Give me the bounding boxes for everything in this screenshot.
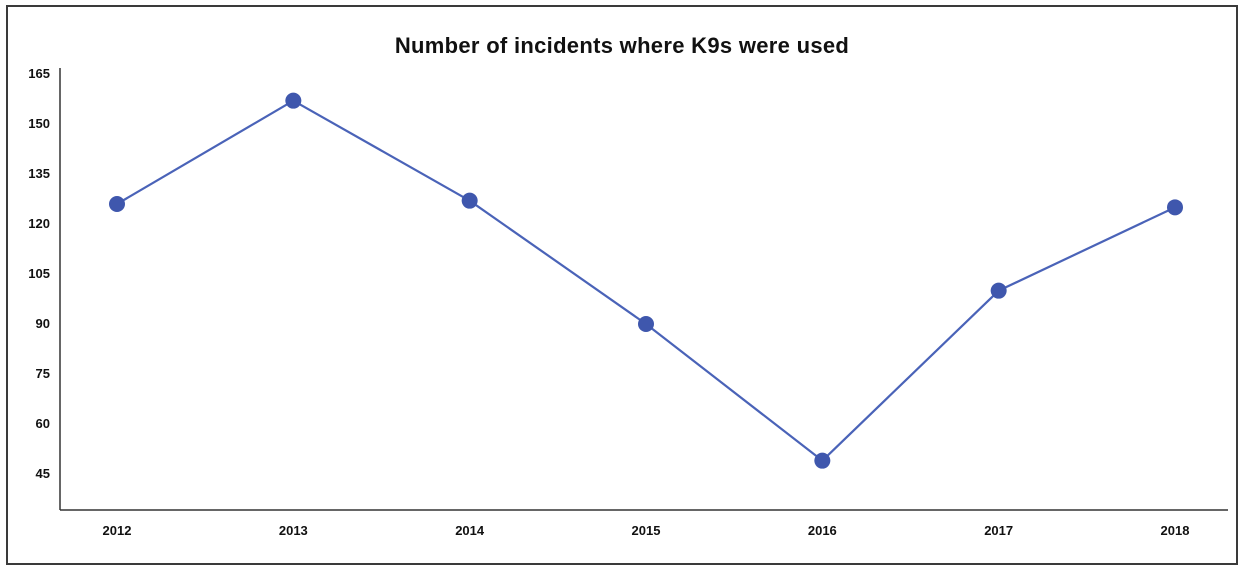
x-tick-label: 2012 bbox=[103, 523, 132, 538]
x-tick-label: 2017 bbox=[984, 523, 1013, 538]
x-tick-label: 2018 bbox=[1161, 523, 1190, 538]
y-tick-label: 120 bbox=[28, 216, 50, 231]
data-point bbox=[990, 282, 1007, 299]
y-tick-label: 165 bbox=[28, 66, 50, 81]
y-tick-label: 75 bbox=[36, 366, 50, 381]
data-point bbox=[109, 196, 125, 212]
chart-title: Number of incidents where K9s were used bbox=[394, 33, 850, 58]
y-tick-label: 90 bbox=[36, 316, 50, 331]
y-tick-label: 150 bbox=[28, 116, 50, 131]
data-point bbox=[1167, 199, 1183, 216]
data-point bbox=[461, 192, 478, 209]
x-tick-label: 2014 bbox=[455, 523, 485, 538]
y-tick-label: 135 bbox=[28, 166, 50, 181]
y-tick-label: 45 bbox=[36, 466, 50, 481]
x-tick-label: 2015 bbox=[632, 523, 661, 538]
y-tick-label: 105 bbox=[28, 266, 50, 281]
y-tick-label: 60 bbox=[36, 416, 50, 431]
chart-frame: Number of incidents where K9s were used bbox=[6, 5, 1238, 565]
data-point bbox=[285, 92, 302, 109]
data-point bbox=[638, 316, 654, 332]
x-tick-label: 2013 bbox=[279, 523, 308, 538]
data-point bbox=[814, 452, 831, 469]
series-line bbox=[116, 99, 1176, 462]
x-tick-label: 2016 bbox=[808, 523, 837, 538]
